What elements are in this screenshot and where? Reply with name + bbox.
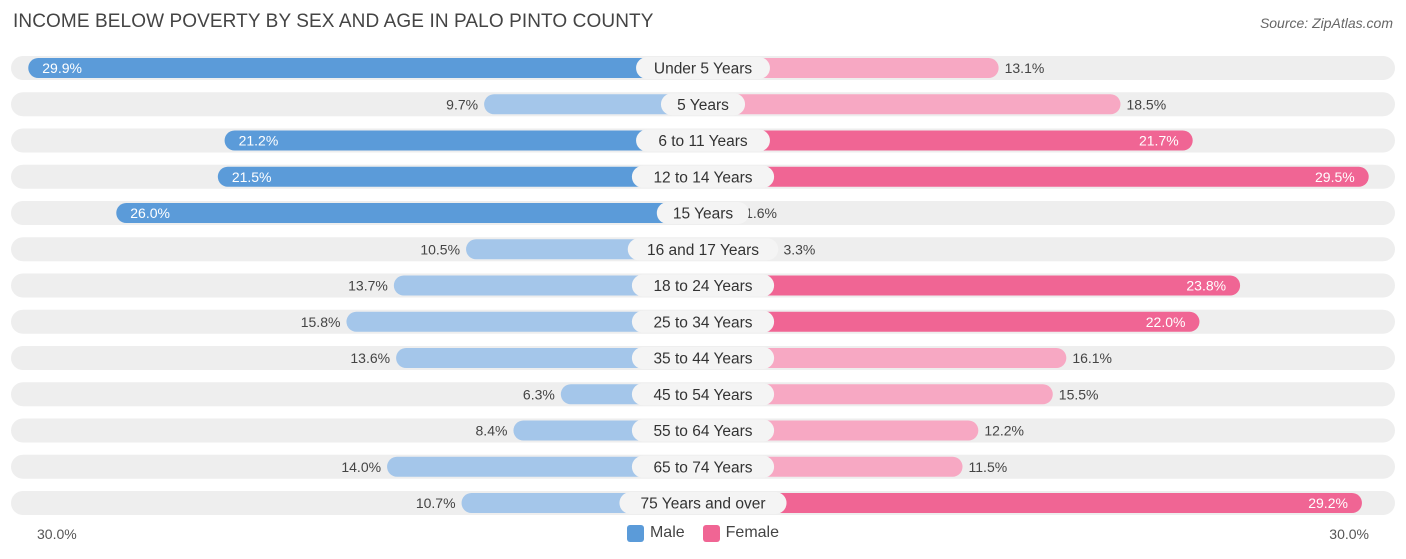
value-female-16-and-17-years: 3.3% <box>783 241 815 257</box>
category-pill-under-5-years <box>636 57 770 79</box>
bar-female-25-to-34-years <box>703 311 1200 332</box>
bar-female-45-to-54-years <box>703 384 1053 405</box>
category-pill-35-to-44-years <box>631 347 775 369</box>
row-45-to-54-years: 6.3% 15.5% 45 to 54 Years <box>11 382 1395 407</box>
legend-label-male: Male <box>649 524 685 541</box>
category-label-5-years: 5 Years <box>677 97 729 114</box>
category-pill-65-to-74-years <box>631 455 775 478</box>
bar-male-6-to-11-years <box>224 130 703 151</box>
category-label-under-5-years: Under 5 Years <box>654 61 752 78</box>
category-pill-55-to-64-years <box>631 419 775 442</box>
value-female-75-years-and-over: 29.2% <box>1308 495 1348 511</box>
value-male-25-to-34-years: 15.8% <box>301 314 341 330</box>
value-female-5-years: 18.5% <box>1126 96 1166 112</box>
bar-female-18-to-24-years <box>703 275 1241 296</box>
bar-male-18-to-24-years <box>393 275 703 296</box>
value-male-75-years-and-over: 10.7% <box>416 495 456 511</box>
value-male-35-to-44-years: 13.6% <box>350 350 390 366</box>
row-55-to-64-years: 8.4% 12.2% 55 to 64 Years <box>11 418 1395 443</box>
value-male-15-years: 26.0% <box>130 205 170 221</box>
category-label-65-to-74-years: 65 to 74 Years <box>653 459 752 476</box>
bar-female-6-to-11-years <box>703 130 1193 151</box>
value-male-45-to-54-years: 6.3% <box>523 386 555 402</box>
category-label-45-to-54-years: 45 to 54 Years <box>653 387 752 404</box>
category-pill-6-to-11-years <box>636 129 770 152</box>
legend-label-female: Female <box>725 524 780 541</box>
category-label-16-and-17-years: 16 and 17 Years <box>647 242 759 259</box>
value-male-12-to-14-years: 21.5% <box>232 169 272 185</box>
value-female-under-5-years: 13.1% <box>1005 60 1045 76</box>
bar-male-25-to-34-years <box>346 311 703 332</box>
category-pill-18-to-24-years <box>631 274 775 297</box>
category-pill-5-years <box>660 93 746 116</box>
category-label-25-to-34-years: 25 to 34 Years <box>653 314 752 331</box>
category-pill-75-years-and-over <box>619 492 787 514</box>
value-male-under-5-years: 29.9% <box>42 60 82 76</box>
row-75-years-and-over: 10.7% 29.2% 75 Years and over <box>11 491 1395 515</box>
value-female-45-to-54-years: 15.5% <box>1059 386 1099 402</box>
value-male-6-to-11-years: 21.2% <box>239 133 279 149</box>
category-pill-45-to-54-years <box>631 383 775 406</box>
legend-item-male: Male <box>626 524 685 542</box>
row-16-and-17-years: 10.5% 3.3% 16 and 17 Years <box>11 237 1395 262</box>
row-35-to-44-years: 13.6% 16.1% 35 to 44 Years <box>11 346 1395 370</box>
row-25-to-34-years: 15.8% 22.0% 25 to 34 Years <box>11 309 1395 334</box>
legend-swatch-male <box>626 524 644 542</box>
bar-female-5-years <box>703 94 1121 115</box>
bar-female-75-years-and-over <box>703 493 1362 513</box>
category-label-75-years-and-over: 75 Years and over <box>641 496 766 513</box>
chart-title: INCOME BELOW POVERTY BY SEX AND AGE IN P… <box>13 11 654 32</box>
bar-male-35-to-44-years <box>396 348 703 368</box>
value-male-5-years: 9.7% <box>446 96 478 112</box>
category-label-35-to-44-years: 35 to 44 Years <box>653 351 752 368</box>
row-65-to-74-years: 14.0% 11.5% 65 to 74 Years <box>11 454 1395 479</box>
legend-swatch-female <box>702 524 720 542</box>
value-female-12-to-14-years: 29.5% <box>1315 169 1355 185</box>
bar-female-under-5-years <box>703 58 999 78</box>
bar-female-12-to-14-years <box>703 166 1369 187</box>
category-label-18-to-24-years: 18 to 24 Years <box>653 278 752 295</box>
category-pill-12-to-14-years <box>631 165 775 188</box>
axis-right-label: 30.0% <box>1329 526 1369 542</box>
value-male-16-and-17-years: 10.5% <box>420 241 460 257</box>
row-6-to-11-years: 21.2% 21.7% 6 to 11 Years <box>11 128 1395 153</box>
category-pill-16-and-17-years <box>627 238 779 261</box>
bar-male-under-5-years <box>28 58 704 78</box>
category-label-6-to-11-years: 6 to 11 Years <box>658 133 748 150</box>
legend: Male Female <box>0 524 1406 542</box>
value-female-35-to-44-years: 16.1% <box>1072 350 1112 366</box>
row-15-years: 26.0% 1.6% 15 Years <box>11 201 1395 225</box>
row-under-5-years: 29.9% 13.1% Under 5 Years <box>11 56 1395 80</box>
bar-male-12-to-14-years <box>217 166 704 187</box>
bar-female-35-to-44-years <box>703 348 1067 368</box>
value-female-18-to-24-years: 23.8% <box>1186 278 1226 294</box>
chart-source: Source: ZipAtlas.com <box>1259 15 1393 31</box>
value-female-65-to-74-years: 11.5% <box>969 459 1008 475</box>
value-female-55-to-64-years: 12.2% <box>984 423 1024 439</box>
diverging-bar-chart: 29.9% 13.1% Under 5 Years 9.7% 18.5% 5 Years 2… <box>11 56 1395 515</box>
row-18-to-24-years: 13.7% 23.8% 18 to 24 Years <box>11 273 1395 298</box>
bar-male-5-years <box>484 94 703 115</box>
value-male-65-to-74-years: 14.0% <box>341 459 381 475</box>
row-12-to-14-years: 21.5% 29.5% 12 to 14 Years <box>11 164 1395 189</box>
value-male-55-to-64-years: 8.4% <box>476 423 508 439</box>
category-pill-15-years <box>656 202 750 224</box>
bar-male-65-to-74-years <box>387 456 703 477</box>
category-label-12-to-14-years: 12 to 14 Years <box>653 169 752 186</box>
legend-item-female: Female <box>702 524 780 542</box>
category-pill-25-to-34-years <box>631 310 775 333</box>
bar-male-15-years <box>116 203 704 223</box>
value-female-15-years: 1.6% <box>745 205 777 221</box>
row-5-years: 9.7% 18.5% 5 Years <box>11 92 1395 117</box>
category-label-15-years: 15 Years <box>673 206 734 223</box>
category-label-55-to-64-years: 55 to 64 Years <box>653 423 752 440</box>
axis-left-label: 30.0% <box>37 526 77 542</box>
value-female-6-to-11-years: 21.7% <box>1139 133 1179 149</box>
value-female-25-to-34-years: 22.0% <box>1146 314 1186 330</box>
value-male-18-to-24-years: 13.7% <box>348 278 388 294</box>
